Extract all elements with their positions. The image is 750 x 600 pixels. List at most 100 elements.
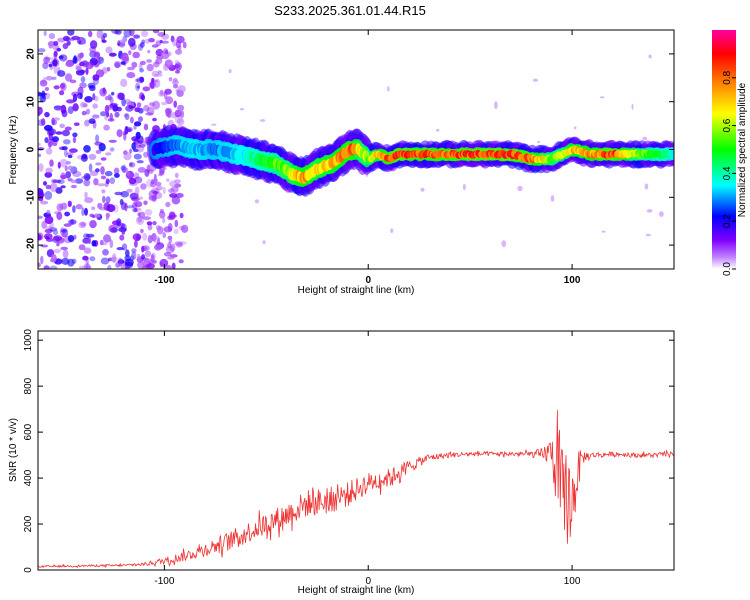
noise-speckle	[88, 30, 93, 38]
noise-speckle	[61, 146, 68, 151]
noise-speckle	[162, 186, 166, 195]
noise-speckle	[390, 228, 394, 233]
noise-speckle	[171, 196, 181, 205]
noise-speckle	[61, 232, 66, 238]
noise-speckle	[85, 257, 89, 266]
noise-speckle	[58, 55, 64, 60]
noise-speckle	[126, 66, 135, 71]
noise-speckle	[159, 89, 164, 96]
noise-speckle	[112, 105, 119, 112]
noise-speckle	[92, 103, 98, 109]
noise-speckle	[136, 76, 144, 84]
noise-speckle	[102, 249, 109, 256]
noise-speckle	[135, 144, 145, 153]
noise-speckle	[148, 81, 157, 89]
noise-speckle	[48, 140, 52, 149]
noise-speckle	[95, 162, 102, 166]
noise-speckle	[78, 221, 87, 229]
noise-speckle	[67, 165, 73, 170]
noise-speckle	[144, 208, 153, 216]
noise-speckle	[39, 79, 48, 87]
noise-speckle	[140, 183, 147, 190]
noise-speckle	[167, 242, 172, 249]
noise-speckle	[163, 252, 172, 257]
noise-speckle	[114, 62, 121, 69]
noise-speckle	[48, 63, 53, 68]
noise-speckle	[262, 240, 266, 245]
noise-speckle	[52, 59, 58, 67]
noise-speckle	[174, 219, 179, 228]
noise-speckle	[60, 174, 67, 180]
noise-speckle	[70, 179, 78, 184]
noise-speckle	[155, 181, 162, 187]
noise-speckle	[81, 110, 87, 116]
spectrogram-ylabel: Frequency (Hz)	[8, 116, 19, 185]
noise-speckle	[96, 30, 104, 39]
noise-speckle	[143, 257, 151, 264]
noise-speckle	[175, 49, 182, 55]
noise-speckle	[143, 151, 149, 158]
noise-speckle	[80, 222, 87, 227]
noise-speckle	[631, 103, 634, 110]
noise-speckle	[168, 188, 175, 193]
noise-speckle	[44, 124, 53, 132]
noise-speckle	[144, 169, 150, 177]
noise-speckle	[127, 128, 132, 132]
noise-speckle	[40, 200, 49, 205]
noise-speckle	[171, 262, 176, 269]
noise-speckle	[124, 113, 130, 121]
noise-speckle	[141, 94, 145, 101]
noise-speckle	[128, 50, 132, 55]
noise-speckle	[162, 232, 166, 238]
noise-speckle	[240, 108, 244, 111]
noise-speckle	[179, 242, 184, 247]
noise-speckle	[112, 253, 117, 261]
noise-speckle	[141, 30, 149, 37]
noise-speckle	[178, 259, 184, 264]
noise-speckle	[132, 51, 140, 59]
noise-speckle	[44, 87, 50, 91]
noise-speckle	[164, 88, 172, 95]
noise-speckle	[74, 178, 84, 184]
noise-speckle	[75, 66, 82, 71]
noise-speckle	[108, 52, 117, 57]
noise-speckle	[95, 134, 100, 143]
noise-speckle	[85, 67, 89, 75]
noise-speckle	[155, 185, 163, 191]
noise-speckle	[83, 179, 91, 187]
noise-speckle	[121, 228, 126, 235]
noise-speckle	[179, 212, 184, 219]
noise-speckle	[118, 257, 123, 267]
noise-speckle	[108, 139, 117, 143]
noise-speckle	[73, 122, 80, 126]
noise-speckle	[181, 224, 189, 233]
noise-speckle	[89, 220, 97, 229]
y-tick-label: 400	[23, 469, 34, 486]
noise-speckle	[106, 204, 116, 213]
noise-speckle	[144, 250, 152, 258]
noise-speckle	[72, 56, 78, 64]
noise-speckle	[138, 196, 143, 200]
noise-speckle	[91, 240, 97, 247]
noise-speckle	[51, 254, 57, 263]
noise-speckle	[56, 203, 64, 212]
noise-speckle	[49, 182, 58, 192]
noise-speckle	[114, 173, 120, 178]
noise-speckle	[85, 61, 94, 70]
noise-speckle	[168, 77, 173, 82]
noise-speckle	[166, 178, 170, 182]
noise-speckle	[93, 178, 99, 186]
noise-speckle	[152, 259, 157, 264]
noise-speckle	[53, 117, 60, 121]
noise-speckle	[104, 170, 113, 177]
noise-speckle	[131, 251, 137, 260]
noise-speckle	[176, 118, 185, 126]
spectrogram-content	[38, 30, 674, 269]
y-tick-label: -20	[26, 237, 37, 252]
noise-speckle	[152, 30, 160, 34]
noise-speckle	[133, 200, 138, 205]
noise-speckle	[69, 79, 77, 84]
noise-speckle	[111, 91, 115, 96]
noise-speckle	[78, 40, 82, 45]
